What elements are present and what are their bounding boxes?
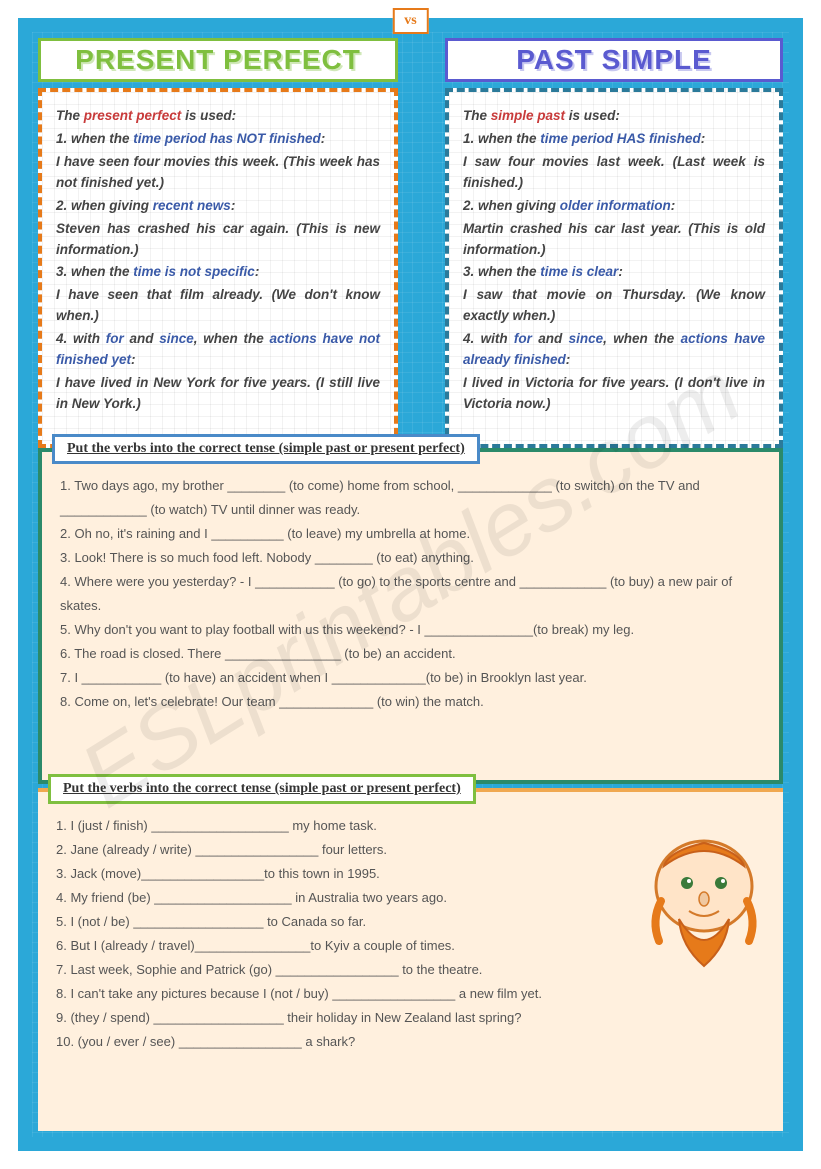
- text: :: [671, 198, 676, 213]
- title-past-simple: PAST SIMPLE: [445, 38, 783, 82]
- exercise-item: 4. Where were you yesterday? - I _______…: [60, 570, 761, 618]
- text: 1. when the: [463, 131, 540, 146]
- title-present-perfect: PRESENT PERFECT: [38, 38, 398, 82]
- text: 2. when giving: [463, 198, 560, 213]
- exercise-item: 8. I can't take any pictures because I (…: [56, 982, 765, 1006]
- highlight: for: [106, 331, 124, 346]
- text: 3. when the: [56, 264, 133, 279]
- exercise-1-title: Put the verbs into the correct tense (si…: [52, 434, 480, 464]
- text: and: [532, 331, 569, 346]
- highlight: older information: [560, 198, 671, 213]
- highlight: time is not specific: [133, 264, 255, 279]
- text: 4. with: [463, 331, 514, 346]
- text: :: [131, 352, 136, 367]
- text: , when the: [603, 331, 681, 346]
- exercise-item: 3. Look! There is so much food left. Nob…: [60, 546, 761, 570]
- exercise-item: 10. (you / ever / see) _________________…: [56, 1030, 765, 1054]
- highlight: simple past: [491, 108, 565, 123]
- highlight: time period HAS finished: [540, 131, 701, 146]
- exercise-1-box: Put the verbs into the correct tense (si…: [38, 448, 783, 784]
- text: :: [701, 131, 706, 146]
- highlight: since: [569, 331, 604, 346]
- highlight: time period has NOT finished: [133, 131, 321, 146]
- exercise-1-content: 1. Two days ago, my brother ________ (to…: [42, 452, 779, 724]
- text: 2. when giving: [56, 198, 153, 213]
- exercise-item: 2. Oh no, it's raining and I __________ …: [60, 522, 761, 546]
- highlight: since: [159, 331, 194, 346]
- text: 3. when the: [463, 264, 540, 279]
- example: Steven has crashed his car again.: [56, 221, 296, 236]
- example: I lived in Victoria for five years.: [463, 375, 675, 390]
- example: Martin crashed his car last year.: [463, 221, 688, 236]
- text: :: [566, 352, 571, 367]
- text: The: [56, 108, 84, 123]
- text: :: [321, 131, 326, 146]
- example: I saw four movies last week.: [463, 154, 673, 169]
- text: :: [255, 264, 260, 279]
- vs-badge: vs: [392, 8, 428, 34]
- example: I saw that movie on Thursday.: [463, 287, 696, 302]
- exercise-2-box: Put the verbs into the correct tense (si…: [38, 788, 783, 1131]
- example: I have seen four movies this week.: [56, 154, 283, 169]
- text: is used:: [181, 108, 236, 123]
- highlight: present perfect: [84, 108, 182, 123]
- highlight: time is clear: [540, 264, 618, 279]
- explain-past-simple: The simple past is used: 1. when the tim…: [445, 88, 783, 448]
- exercise-item: 6. The road is closed. There ___________…: [60, 642, 761, 666]
- text: :: [618, 264, 623, 279]
- example: I have lived in New York for five years.: [56, 375, 316, 390]
- exercise-item: 5. Why don't you want to play football w…: [60, 618, 761, 642]
- highlight: recent news: [153, 198, 231, 213]
- exercise-2-title: Put the verbs into the correct tense (si…: [48, 774, 476, 804]
- text: 4. with: [56, 331, 106, 346]
- text: The: [463, 108, 491, 123]
- text: and: [124, 331, 159, 346]
- example: I have seen that film already.: [56, 287, 272, 302]
- highlight: for: [514, 331, 532, 346]
- explain-present-perfect: The present perfect is used: 1. when the…: [38, 88, 398, 448]
- cartoon-face-icon: [639, 831, 769, 971]
- text: 1. when the: [56, 131, 133, 146]
- exercise-item: 7. I ___________ (to have) an accident w…: [60, 666, 761, 690]
- exercise-item: 9. (they / spend) __________________ the…: [56, 1006, 765, 1030]
- text: , when the: [194, 331, 270, 346]
- text: :: [231, 198, 236, 213]
- exercise-item: 1. Two days ago, my brother ________ (to…: [60, 474, 761, 522]
- exercise-item: 8. Come on, let's celebrate! Our team __…: [60, 690, 761, 714]
- text: is used:: [565, 108, 620, 123]
- worksheet-page: vs PRESENT PERFECT PAST SIMPLE The prese…: [0, 0, 821, 1169]
